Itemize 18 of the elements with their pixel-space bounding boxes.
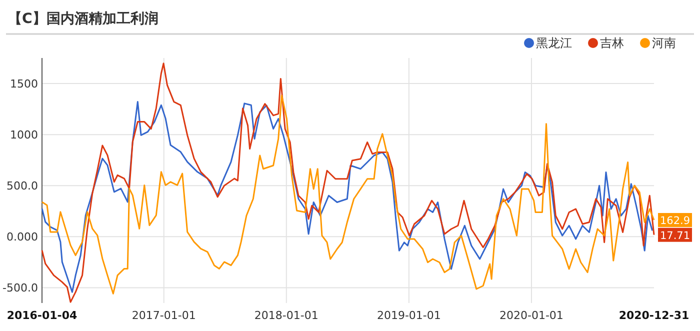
x-tick-label: 2017-01-01	[132, 309, 196, 322]
x-tick-label: 2016-01-04	[6, 309, 78, 322]
value-tag: 17.71	[658, 228, 692, 242]
x-tick-label: 2020-12-31	[618, 309, 690, 322]
legend-label: 河南	[652, 36, 676, 50]
chart-title: 【C】国内酒精加工利润	[8, 10, 158, 27]
legend-label: 吉林	[600, 36, 624, 50]
y-tick-label: -500.0	[2, 282, 38, 295]
x-tick-label: 2020-01-01	[499, 309, 564, 322]
x-tick-label: 2018-01-01	[254, 309, 318, 322]
y-tick-label: 0.000	[6, 230, 38, 244]
legend-label: 黑龙江	[536, 36, 572, 50]
line-series	[41, 62, 655, 303]
value-tag: 162.9	[658, 213, 692, 228]
y-tick-label: 1000	[10, 128, 38, 142]
x-tick-label: 2019-01-01	[376, 309, 441, 322]
y-tick-label: 500.0	[6, 180, 38, 193]
y-tick-label: 1500	[10, 78, 38, 91]
